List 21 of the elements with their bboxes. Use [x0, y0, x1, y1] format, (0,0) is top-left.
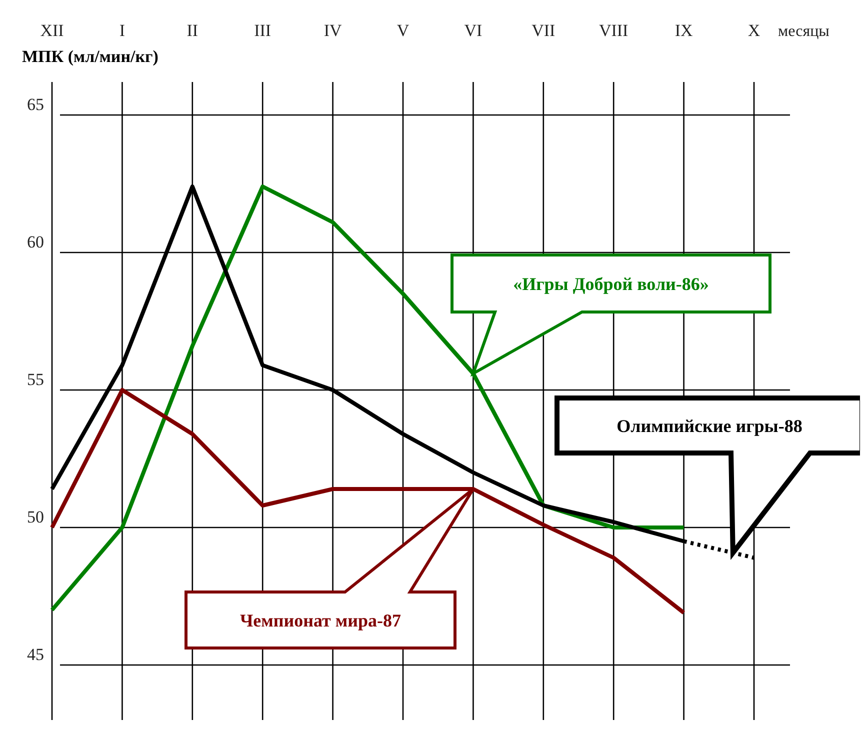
y-tick-label: 45 [27, 644, 44, 664]
y-tick-label: 55 [27, 370, 44, 389]
x-tick-label: XII [40, 21, 64, 40]
text: Чемпионат мира-87 [240, 610, 402, 630]
x-tick-label: III [254, 21, 272, 40]
y-tick-label: 60 [27, 232, 44, 252]
x-tick-label: VII [532, 21, 556, 40]
x-tick-label: VI [464, 21, 482, 40]
x-tick-label: IX [674, 21, 693, 40]
x-tick-label: I [119, 21, 126, 40]
x-tick-label: IV [324, 21, 342, 40]
text: «Игры Доброй воли-86» [513, 274, 709, 294]
x-tick-label: V [396, 21, 410, 40]
x-axis-title: месяцы [778, 23, 830, 40]
y-axis-title: МПК (мл/мин/кг) [22, 47, 158, 66]
text: Олимпийские игры-88 [616, 416, 802, 436]
y-tick-label: 50 [27, 507, 44, 526]
x-tick-label: VIII [598, 21, 629, 40]
x-tick-label: X [748, 21, 760, 40]
y-tick-label: 65 [27, 94, 44, 114]
x-tick-label: II [186, 21, 198, 40]
